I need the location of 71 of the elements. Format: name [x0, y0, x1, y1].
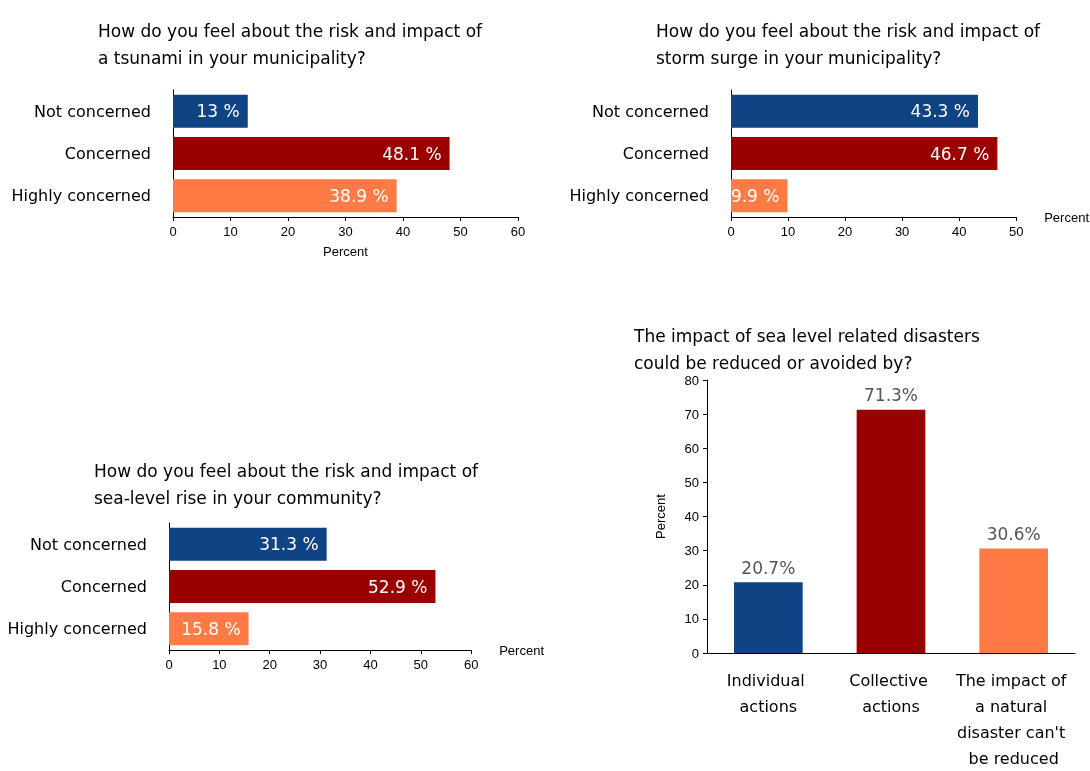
x-tick-label: 0 — [727, 224, 735, 239]
y-tick-label: Not concerned — [592, 101, 709, 121]
bar — [979, 548, 1049, 653]
x-axis-title: Percent — [323, 244, 369, 259]
y-tick-label: 0 — [691, 645, 699, 661]
x-tick-label: Individual actions — [726, 670, 810, 716]
bar — [169, 569, 436, 604]
data-label: 52.9 % — [368, 576, 428, 597]
x-tick-label: 40 — [395, 224, 411, 239]
x-tick-label: 30 — [894, 224, 910, 239]
bar — [731, 94, 978, 128]
y-tick-label: Concerned — [622, 144, 709, 163]
y-tick-label: Concerned — [60, 577, 147, 596]
x-tick-label: 20 — [280, 224, 296, 239]
x-tick-label: 10 — [223, 224, 238, 239]
x-tick-label: 10 — [212, 657, 227, 672]
y-tick-label: 20 — [684, 577, 699, 593]
chart-title: The impact of sea level related disasters could be reduced or avoided by? — [633, 325, 980, 373]
y-tick-label: 80 — [684, 372, 699, 388]
data-label: 15.8 % — [181, 618, 241, 639]
y-tick-label: 40 — [684, 509, 699, 524]
x-tick-label: 30 — [338, 224, 353, 239]
x-tick-label: 30 — [312, 657, 328, 672]
y-tick-label: 70 — [684, 406, 699, 422]
x-tick-label: 40 — [363, 657, 378, 672]
y-axis-title: Percent — [653, 493, 668, 539]
data-label: 43.3 % — [910, 101, 970, 122]
bar — [733, 582, 803, 653]
data-label: 46.7 % — [929, 143, 990, 164]
bar — [731, 136, 998, 171]
x-axis-title: Percent — [499, 642, 545, 658]
data-label: 30.6% — [986, 524, 1041, 545]
data-label: 20.7% — [741, 557, 796, 578]
x-tick-label: 60 — [463, 657, 479, 672]
x-tick-label: 20 — [262, 657, 277, 672]
x-tick-label: The impact of a natural disaster can't be reduced — [954, 670, 1072, 768]
data-label: 71.3% — [863, 385, 919, 406]
y-tick-label: Highly concerned — [7, 619, 147, 639]
x-tick-label: 50 — [413, 657, 429, 672]
chart-title: How do you feel about the risk and impact of a tsunami in your municipality? — [98, 20, 484, 68]
x-tick-label: 60 — [510, 224, 526, 239]
y-tick-label: 60 — [684, 440, 699, 456]
x-tick-label: 50 — [453, 224, 468, 239]
bar — [173, 136, 450, 171]
data-label: 48.1 % — [382, 143, 442, 164]
x-axis-title: Percent — [1044, 209, 1090, 225]
chart-title: How do you feel about the risk and impact of sea-level rise in your community? — [94, 460, 480, 508]
y-tick-label: Concerned — [64, 144, 151, 163]
x-tick-label: 50 — [1008, 224, 1024, 239]
y-tick-label: Not concerned — [34, 101, 151, 121]
y-tick-label: 30 — [684, 543, 699, 559]
data-label: 13 % — [196, 101, 240, 122]
data-label: 38.9 % — [329, 185, 389, 206]
bar — [169, 527, 327, 561]
x-tick-label: 20 — [837, 224, 853, 239]
x-tick-label: 0 — [169, 224, 177, 239]
x-tick-label: 0 — [165, 657, 173, 672]
y-tick-label: Highly concerned — [569, 186, 709, 206]
y-tick-label: Not concerned — [30, 534, 147, 554]
bar — [173, 179, 397, 213]
chart-title: How do you feel about the risk and impact of storm surge in your municipality? — [656, 20, 1042, 68]
data-label: 9.9 % — [730, 185, 780, 206]
y-tick-label: 10 — [684, 611, 699, 627]
bar — [173, 94, 248, 128]
x-tick-label: Collective actions — [849, 670, 933, 716]
bar — [856, 409, 926, 653]
x-tick-label: 40 — [951, 224, 967, 239]
x-tick-label: 10 — [780, 224, 796, 239]
y-tick-label: 50 — [684, 474, 699, 490]
data-label: 31.3 % — [259, 534, 319, 555]
y-tick-label: Highly concerned — [11, 186, 151, 206]
